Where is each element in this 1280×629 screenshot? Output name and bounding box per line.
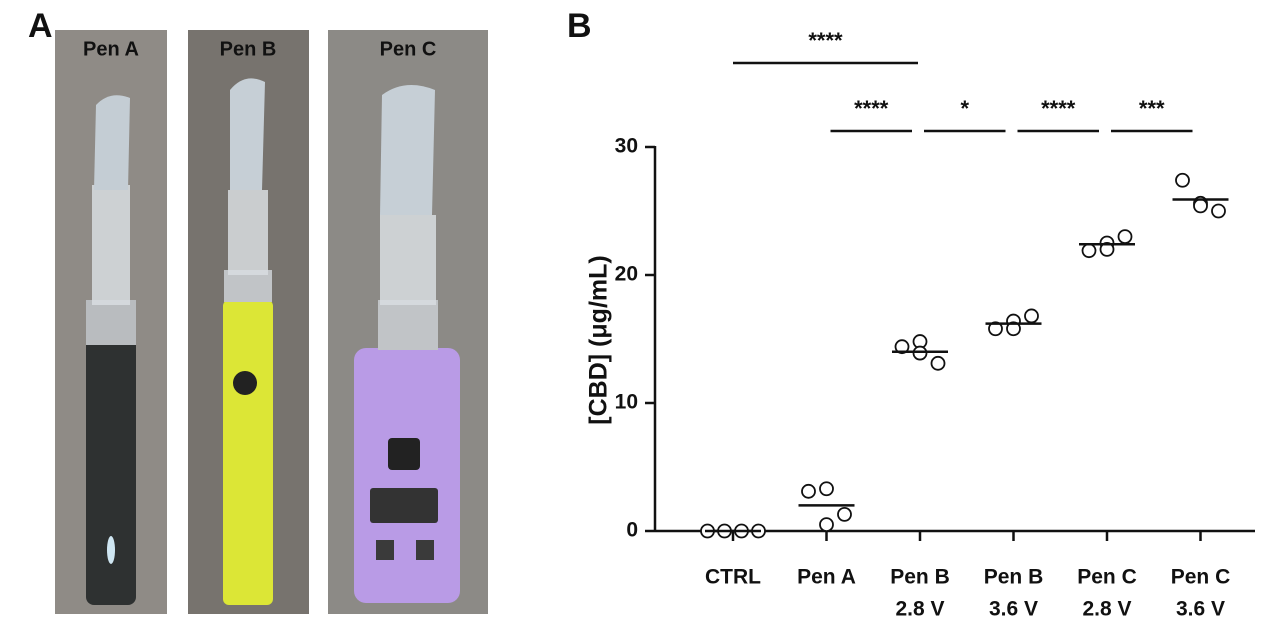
- data-point: [819, 517, 834, 532]
- data-point: [1117, 229, 1133, 245]
- data-point: [801, 483, 816, 499]
- data-point: [894, 339, 910, 355]
- y-axis-title: [CBD] (μg/mL): [585, 255, 613, 424]
- y-tick-label: 20: [615, 263, 638, 286]
- x-tick-label: Pen C: [1077, 566, 1137, 589]
- x-tick-label: 3.6 V: [989, 598, 1038, 621]
- data-point: [912, 345, 928, 361]
- data-point: [930, 355, 946, 371]
- x-tick-label: CTRL: [705, 566, 761, 589]
- x-tick-label: Pen B: [984, 566, 1044, 589]
- data-point: [988, 321, 1003, 337]
- panel-label: B: [567, 7, 592, 45]
- y-tick-label: 30: [615, 135, 638, 158]
- photo-label: Pen B: [220, 38, 277, 60]
- data-point: [1099, 241, 1115, 257]
- significance-label: ****: [1041, 96, 1076, 121]
- data-point: [819, 481, 834, 497]
- photo-label: Pen A: [83, 38, 139, 60]
- significance-label: ***: [1139, 96, 1165, 121]
- photo: [188, 30, 309, 614]
- x-tick-label: 2.8 V: [895, 598, 944, 621]
- data-point: [1006, 321, 1021, 337]
- data-point: [1081, 243, 1097, 259]
- photo: [55, 30, 167, 614]
- significance-label: ****: [808, 28, 843, 53]
- panel-label: A: [28, 7, 53, 45]
- significance-label: ****: [854, 96, 889, 121]
- data-point: [1024, 308, 1039, 324]
- data-point: [837, 506, 852, 522]
- x-tick-label: Pen B: [890, 566, 950, 589]
- x-tick-label: Pen C: [1171, 566, 1231, 589]
- significance-label: *: [960, 96, 969, 121]
- data-point: [1193, 198, 1208, 214]
- y-tick-label: 0: [626, 519, 638, 542]
- y-tick-label: 10: [615, 391, 638, 414]
- data-point: [1211, 203, 1226, 219]
- x-tick-label: 2.8 V: [1082, 598, 1131, 621]
- x-tick-label: 3.6 V: [1176, 598, 1225, 621]
- data-point: [1175, 172, 1190, 188]
- photo-label: Pen C: [380, 38, 437, 60]
- photo: [328, 30, 488, 614]
- x-tick-label: Pen A: [797, 566, 856, 589]
